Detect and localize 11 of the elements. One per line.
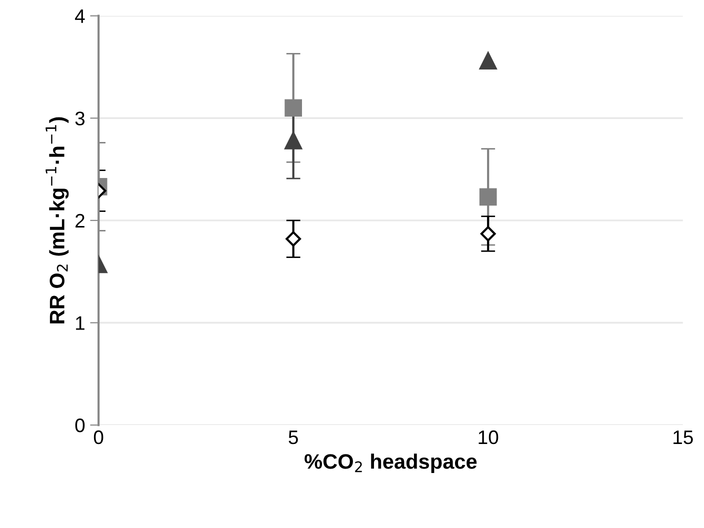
- y-tick-label: 3: [75, 112, 85, 126]
- y-tick-label: 1: [76, 316, 84, 330]
- x-tick-label: 10: [478, 430, 498, 444]
- x-tick-label: 5: [288, 430, 298, 444]
- y-tick-label: 4: [75, 10, 85, 23]
- y-axis-title: RR O$_{2}$ (mL·kg$^{−1}$·h$^{−1}$): [46, 117, 69, 324]
- x-axis-title: %CO$_{2}$ headspace: [304, 454, 477, 474]
- y-tick-label: 2: [76, 214, 84, 228]
- x-tick-label: 15: [674, 430, 693, 444]
- y-tick-label: 0: [75, 418, 85, 432]
- x-tick-label: 0: [94, 430, 104, 444]
